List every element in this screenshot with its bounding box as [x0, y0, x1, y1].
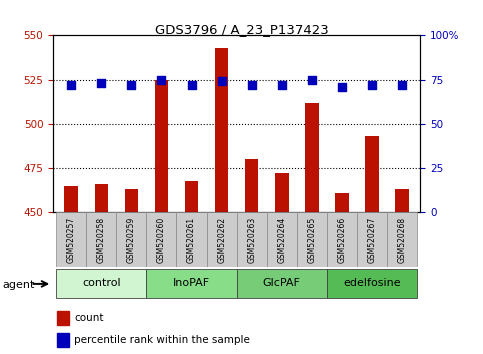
Text: agent: agent — [2, 280, 35, 290]
Bar — [155, 80, 168, 212]
Point — [67, 82, 75, 88]
Bar — [64, 186, 78, 212]
Bar — [146, 269, 237, 297]
Bar — [116, 212, 146, 267]
Point — [398, 82, 406, 88]
Bar — [335, 193, 349, 212]
Point — [98, 80, 105, 86]
Text: count: count — [74, 313, 103, 323]
Text: GSM520262: GSM520262 — [217, 217, 226, 263]
Bar — [57, 333, 69, 347]
Point — [368, 82, 376, 88]
Bar — [237, 212, 267, 267]
Text: GSM520259: GSM520259 — [127, 217, 136, 263]
Text: GSM520265: GSM520265 — [307, 217, 316, 263]
Text: GSM520261: GSM520261 — [187, 217, 196, 263]
Point — [188, 82, 196, 88]
Text: control: control — [82, 278, 121, 287]
Bar — [57, 312, 69, 325]
Bar — [357, 212, 387, 267]
Bar — [185, 181, 199, 212]
Text: GSM520263: GSM520263 — [247, 217, 256, 263]
Text: GDS3796 / A_23_P137423: GDS3796 / A_23_P137423 — [155, 23, 328, 36]
Bar — [237, 269, 327, 297]
Bar — [207, 212, 237, 267]
Text: GSM520260: GSM520260 — [157, 217, 166, 263]
Bar — [146, 212, 176, 267]
Bar — [215, 48, 228, 212]
Bar — [305, 103, 319, 212]
Bar — [245, 159, 258, 212]
Bar — [56, 269, 146, 297]
Bar — [95, 184, 108, 212]
Point — [248, 82, 256, 88]
Text: GSM520264: GSM520264 — [277, 217, 286, 263]
Bar — [387, 212, 417, 267]
Point — [308, 77, 316, 82]
Text: edelfosine: edelfosine — [343, 278, 401, 287]
Bar — [327, 212, 357, 267]
Point — [157, 77, 165, 82]
Text: GSM520267: GSM520267 — [368, 217, 377, 263]
Text: percentile rank within the sample: percentile rank within the sample — [74, 335, 250, 345]
Text: GSM520257: GSM520257 — [67, 217, 76, 263]
Text: GSM520258: GSM520258 — [97, 217, 106, 263]
Point — [128, 82, 135, 88]
Text: GSM520268: GSM520268 — [398, 217, 407, 263]
Text: GlcPAF: GlcPAF — [263, 278, 301, 287]
Text: InoPAF: InoPAF — [173, 278, 210, 287]
Bar — [86, 212, 116, 267]
Bar — [396, 189, 409, 212]
Bar — [327, 269, 417, 297]
Point — [218, 79, 226, 84]
Bar — [125, 189, 138, 212]
Bar — [365, 136, 379, 212]
Bar — [275, 173, 288, 212]
Bar — [176, 212, 207, 267]
Point — [278, 82, 285, 88]
Bar — [56, 212, 86, 267]
Bar — [267, 212, 297, 267]
Text: GSM520266: GSM520266 — [338, 217, 346, 263]
Bar — [297, 212, 327, 267]
Point — [338, 84, 346, 90]
